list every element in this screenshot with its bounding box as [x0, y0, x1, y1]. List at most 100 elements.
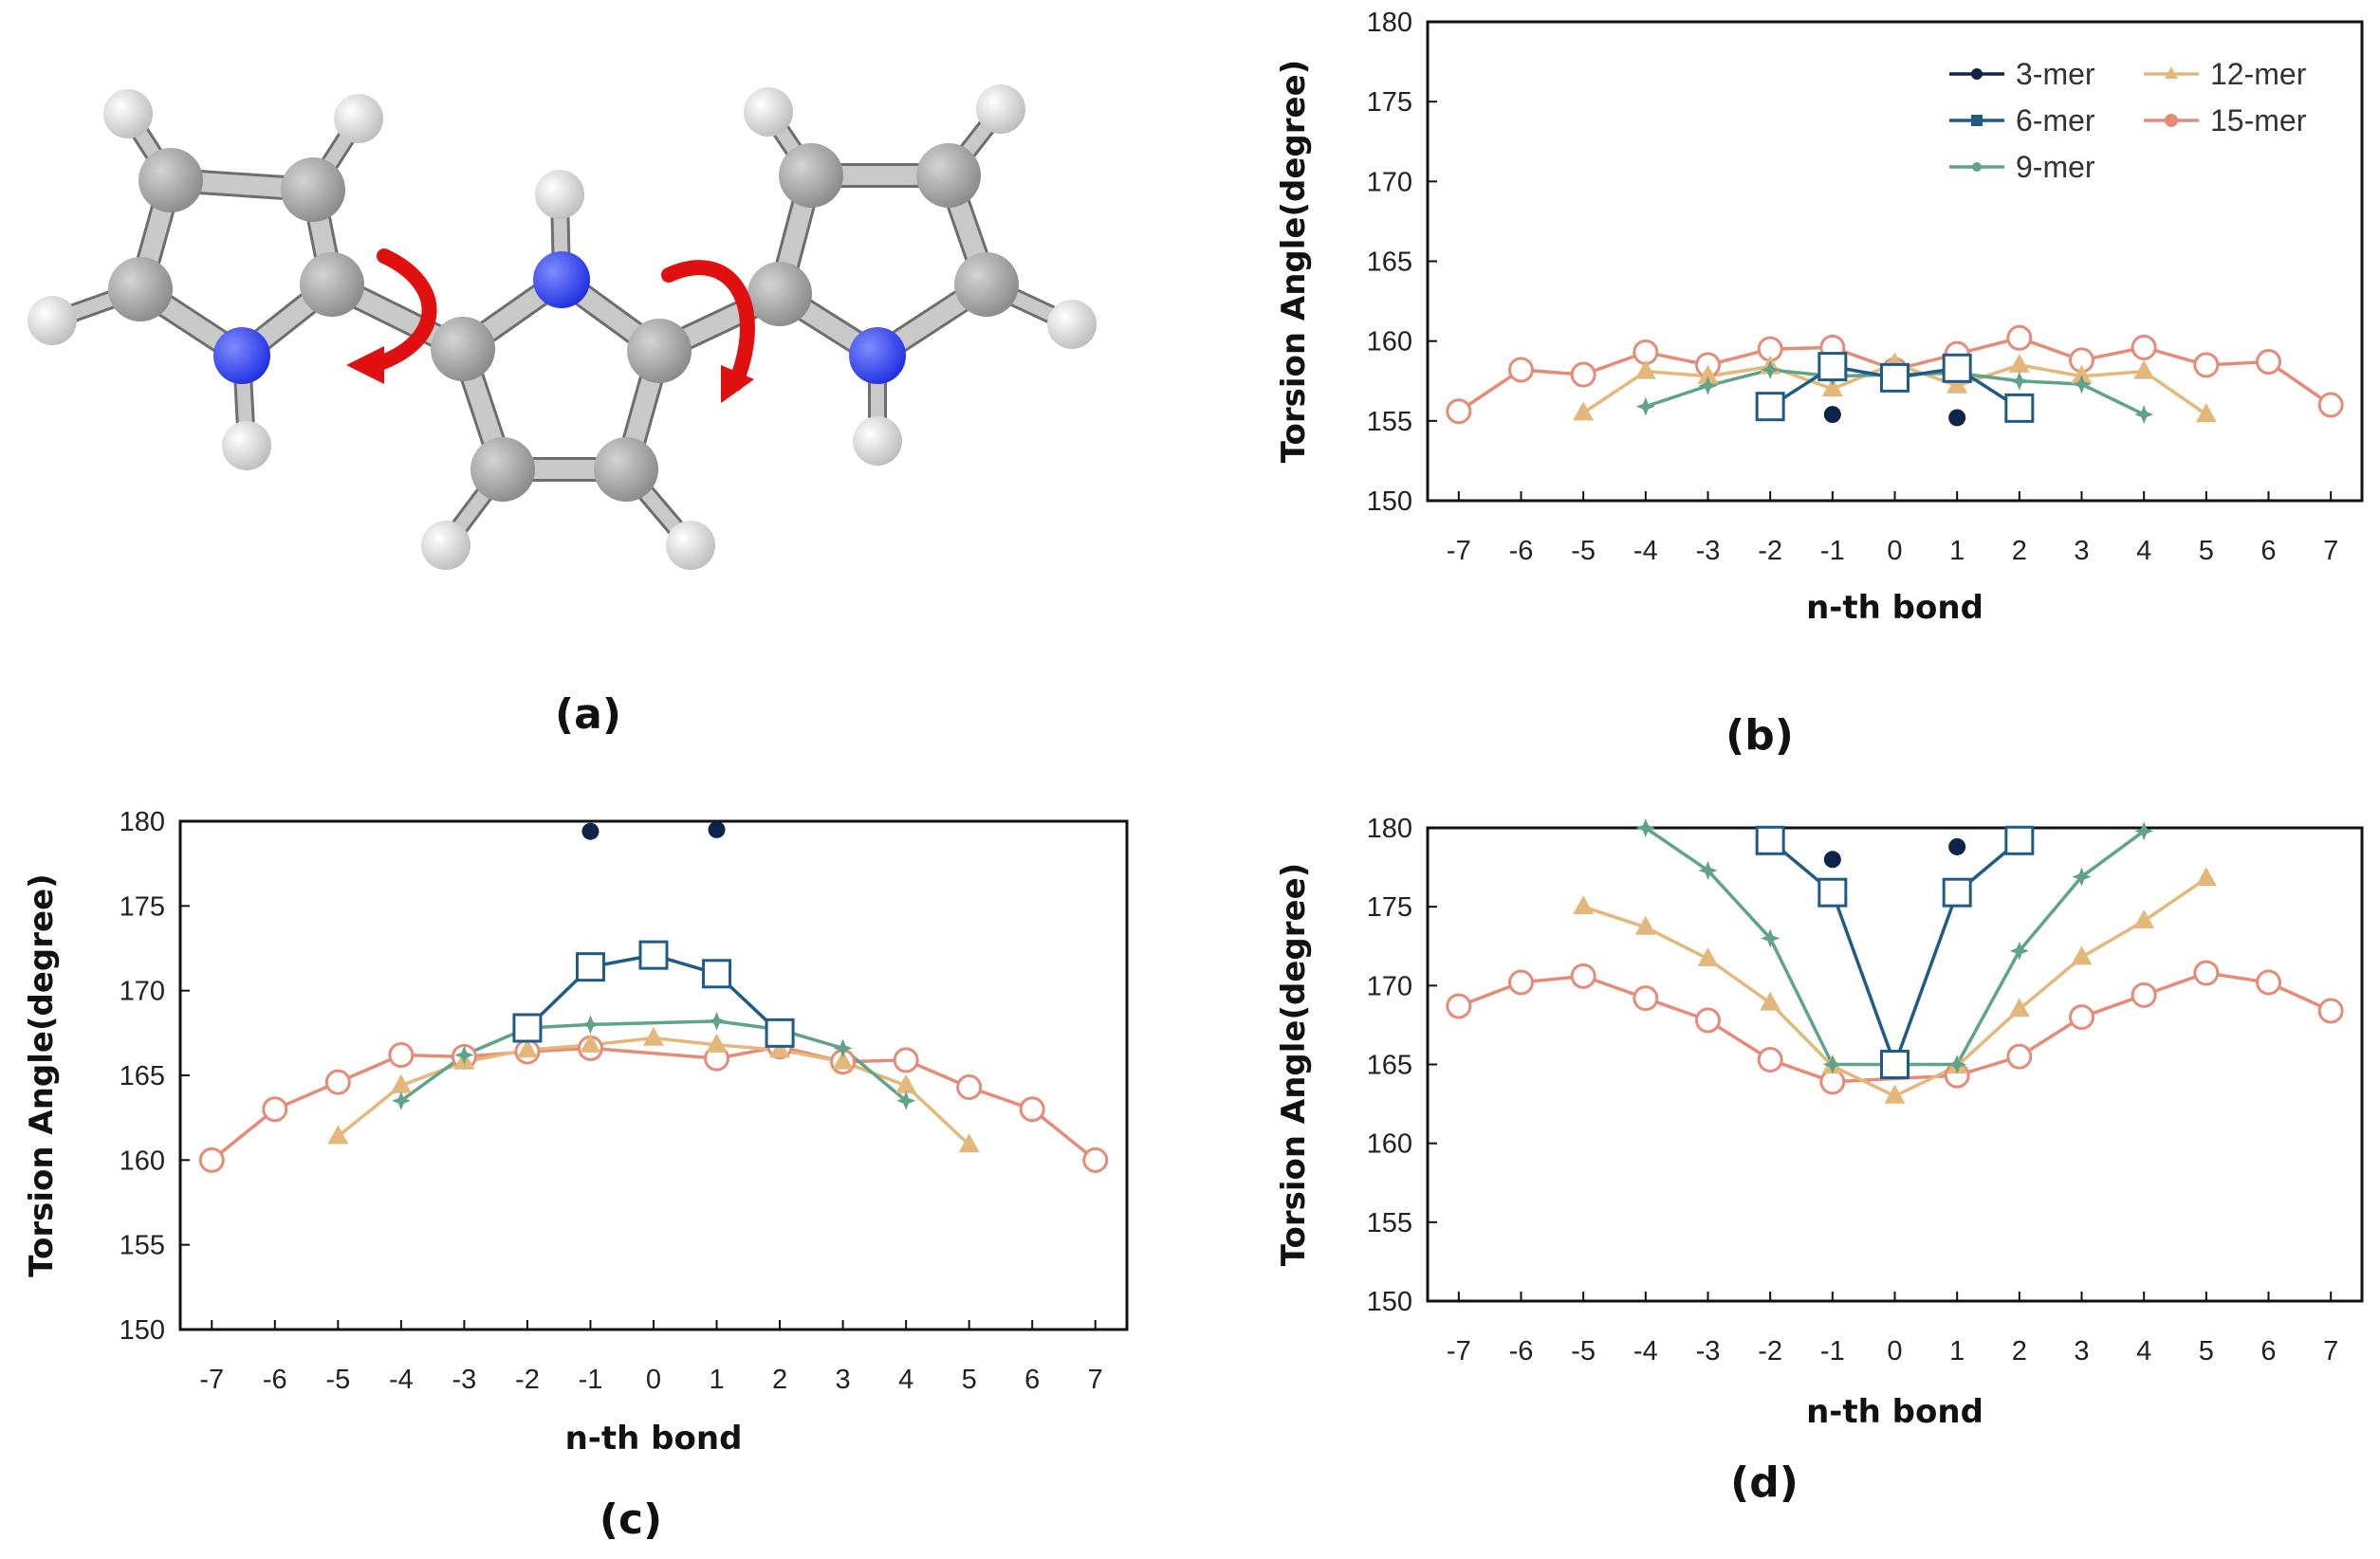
carbon-atom [431, 317, 495, 381]
chart-d: 150 155 160 165 170 175 180 -7 -6 -5 -4 -3 -2 -1 0 1 2 3 4… [1275, 814, 2364, 1431]
data-point [765, 1018, 795, 1048]
data-point [390, 1073, 412, 1093]
data-point [1817, 877, 1848, 908]
data-point [1823, 851, 1841, 869]
x-tick-label: 5 [962, 1365, 977, 1395]
x-tick-label: 6 [2260, 1336, 2276, 1366]
y-tick-label: 180 [1367, 814, 1412, 844]
x-tick-label: 6 [1024, 1365, 1040, 1395]
x-tick-label: -4 [389, 1365, 414, 1395]
x-tick-label: -6 [263, 1365, 287, 1395]
x-tick-label: -3 [452, 1365, 477, 1395]
legend-label: 12-mer [2210, 57, 2307, 91]
x-tick-label: -6 [1509, 1336, 1534, 1366]
legend-label: 6-mer [2016, 103, 2095, 138]
legend-label: 9-mer [2016, 150, 2095, 184]
legend-marker [1971, 68, 1983, 80]
data-point [1884, 1084, 1906, 1104]
x-tick-label: -2 [1758, 536, 1782, 566]
y-tick-label: 175 [1367, 892, 1412, 923]
y-tick-label: 150 [1367, 1287, 1412, 1317]
data-point [1573, 895, 1595, 915]
data-point [956, 1074, 983, 1101]
data-point [708, 820, 726, 838]
hydrogen-atom [976, 84, 1025, 134]
data-point [706, 1033, 728, 1053]
rotation-arrow-head-icon [346, 346, 384, 384]
x-tick-label: -5 [325, 1365, 350, 1395]
data-point [1635, 818, 1655, 837]
y-axis-label: Torsion Angle(degree) [1275, 863, 1313, 1266]
x-tick-label: -2 [1758, 1336, 1782, 1366]
data-point [1755, 392, 1785, 422]
data-point [2071, 364, 2093, 384]
y-tick-label: 155 [1367, 407, 1412, 437]
data-point [454, 1045, 474, 1065]
y-tick-label: 180 [1367, 8, 1412, 38]
data-point [833, 1038, 853, 1058]
legend-marker [1972, 162, 1982, 172]
data-point [1697, 364, 1719, 384]
data-point [1570, 963, 1596, 989]
data-point [1880, 1050, 1910, 1079]
x-tick-label: 2 [772, 1365, 787, 1395]
x-tick-label: -3 [1696, 536, 1721, 566]
chart-c: 150 155 160 165 170 175 180 -7 -6 -5 -4 -3 -2 -1 0 1 2 3 4… [23, 807, 1129, 1458]
panel-label-c: (c) [600, 1495, 662, 1544]
hydrogen-atom [1047, 300, 1097, 349]
data-point [1757, 1047, 1783, 1073]
data-point [580, 1033, 601, 1053]
y-tick-label: 155 [120, 1231, 165, 1261]
hydrogen-atom [103, 89, 153, 138]
hydrogen-atom [334, 94, 383, 143]
y-tick-label: 170 [1367, 167, 1412, 197]
data-point [2193, 960, 2220, 986]
data-point [1946, 374, 1968, 394]
data-point [1948, 837, 1966, 855]
x-tick-label: 3 [2074, 1336, 2089, 1366]
data-point [1880, 362, 1910, 393]
data-point [2006, 324, 2033, 351]
x-tick-label: -4 [1633, 1336, 1658, 1366]
legend-marker [2165, 114, 2178, 127]
data-point [2131, 981, 2157, 1008]
data-point [1695, 1007, 1721, 1034]
x-axis-label: n-th bond [1806, 589, 1983, 627]
data-point [1508, 969, 1534, 996]
data-point [1698, 860, 1718, 880]
data-point [2133, 359, 2155, 379]
data-point [2004, 825, 2035, 855]
hydrogen-atom [853, 416, 902, 466]
data-point [1755, 825, 1785, 855]
data-point [2193, 352, 2220, 378]
data-point [512, 1013, 543, 1043]
data-point [2317, 392, 2344, 418]
data-point [2009, 371, 2029, 391]
data-point [581, 1015, 600, 1035]
data-point [1697, 947, 1719, 967]
hydrogen-atom [666, 521, 715, 570]
x-tick-label: -1 [1820, 1336, 1845, 1366]
data-point [2006, 1043, 2033, 1070]
panel-label-a: (a) [555, 690, 621, 739]
x-tick-label: 0 [1887, 536, 1902, 566]
y-tick-label: 180 [120, 807, 165, 837]
data-point [2072, 375, 2092, 394]
y-axis-label: Torsion Angle(degree) [23, 873, 61, 1276]
panel-label-d: (d) [1730, 1458, 1799, 1507]
carbon-atom [138, 148, 203, 212]
data-point [575, 952, 605, 982]
x-tick-label: -7 [1447, 536, 1471, 566]
data-point [1634, 359, 1656, 379]
x-axis-label: n-th bond [565, 1420, 743, 1458]
data-point [2069, 1004, 2094, 1031]
carbon-atom [594, 437, 658, 502]
data-point [1760, 991, 1781, 1011]
data-point [1761, 359, 1780, 379]
data-point [1942, 877, 1972, 908]
hydrogen-atom [222, 421, 271, 470]
data-point [893, 1047, 919, 1073]
x-tick-label: 4 [898, 1365, 913, 1395]
data-point [1634, 915, 1656, 935]
data-point [1822, 1055, 1842, 1074]
